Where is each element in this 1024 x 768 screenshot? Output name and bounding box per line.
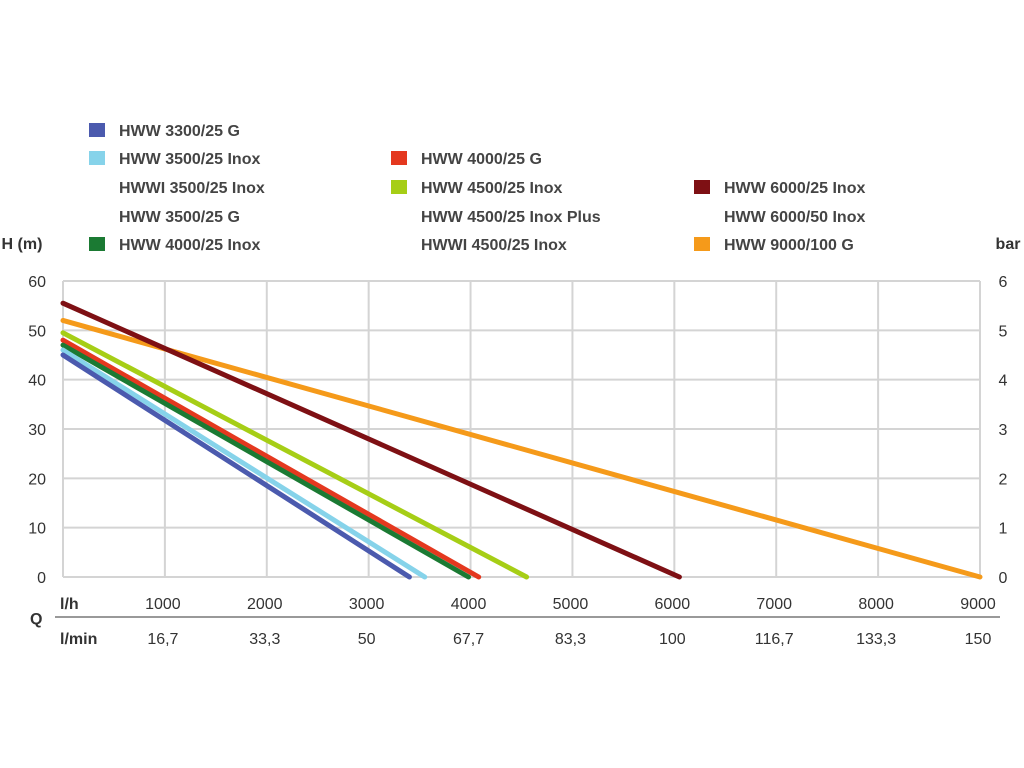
legend-label: HWW 9000/100 G <box>724 237 854 254</box>
legend-label: HWW 3500/25 G <box>119 209 240 226</box>
legend-label: HWW 3300/25 G <box>119 123 240 140</box>
x-unit-label-lmin: l/min <box>60 631 97 648</box>
y-tick-label-right: 2 <box>999 471 1008 488</box>
legend-label: HWWI 4500/25 Inox <box>421 237 567 254</box>
series-layer <box>60 300 983 580</box>
series-line <box>60 337 482 580</box>
y-tick-label-left: 20 <box>28 471 46 488</box>
x-tick-label-lmin: 33,3 <box>249 631 280 648</box>
y-tick-label-right: 4 <box>999 373 1008 390</box>
legend-label: HWW 4500/25 Inox Plus <box>421 209 601 226</box>
x-unit-label-lh: l/h <box>60 596 79 613</box>
y-axis-label-left: H (m) <box>2 236 43 253</box>
legend-label: HWW 4000/25 G <box>421 151 542 168</box>
x-tick-label-lh: 5000 <box>553 596 589 613</box>
y-tick-label-right: 3 <box>999 422 1008 439</box>
x-tick-label-lh: 7000 <box>756 596 792 613</box>
legend-label: HWW 3500/25 Inox <box>119 151 260 168</box>
series-line <box>60 317 983 580</box>
y-tick-label-right: 0 <box>999 570 1008 587</box>
legend-swatch <box>89 123 105 137</box>
x-tick-label-lmin: 16,7 <box>147 631 178 648</box>
legend: HWW 3300/25 G HWW 3500/25 Inox HWWI 3500/2… <box>89 123 865 254</box>
y-axis-label-right: bar <box>996 236 1021 253</box>
x-tick-label-lh: 9000 <box>960 596 996 613</box>
legend-label: HWWI 3500/25 Inox <box>119 180 265 197</box>
x-row-label: Q <box>30 611 42 628</box>
x-tick-label-lh: 3000 <box>349 596 385 613</box>
x-tick-label-lh: 6000 <box>655 596 691 613</box>
x-tick-label-lh: 4000 <box>451 596 487 613</box>
legend-swatch <box>694 237 710 251</box>
series-line <box>60 342 472 580</box>
x-tick-label-lmin: 100 <box>659 631 686 648</box>
legend-swatch <box>694 180 710 194</box>
y-tick-label-left: 30 <box>28 422 46 439</box>
x-tick-label-lh: 2000 <box>247 596 283 613</box>
legend-label: HWW 6000/25 Inox <box>724 180 865 197</box>
series-line <box>60 352 412 580</box>
series-line <box>60 300 682 580</box>
y-tick-label-left: 0 <box>37 570 46 587</box>
legend-swatch <box>89 151 105 165</box>
axes-layer: H (m) bar 0 10 20 30 40 50 60 0 1 2 3 4 5 6 l/h Ql/min 100… <box>2 236 1021 648</box>
y-tick-label-right: 5 <box>999 323 1008 340</box>
y-tick-label-right: 1 <box>999 521 1008 538</box>
legend-swatch <box>89 237 105 251</box>
x-tick-label-lmin: 83,3 <box>555 631 586 648</box>
y-tick-label-left: 60 <box>28 274 46 291</box>
x-tick-label-lmin: 150 <box>965 631 992 648</box>
legend-label: HWW 6000/50 Inox <box>724 209 865 226</box>
x-tick-label-lmin: 116,7 <box>755 631 794 648</box>
y-tick-label-left: 40 <box>28 373 46 390</box>
y-tick-label-left: 10 <box>28 521 46 538</box>
y-tick-label-right: 6 <box>999 274 1008 291</box>
chart-grid <box>62 280 981 578</box>
series-line <box>60 347 428 580</box>
x-tick-label-lh: 1000 <box>145 596 181 613</box>
legend-label: HWW 4500/25 Inox <box>421 180 562 197</box>
x-tick-label-lmin: 67,7 <box>453 631 484 648</box>
legend-label: HWW 4000/25 Inox <box>119 237 260 254</box>
series-line <box>60 330 530 580</box>
legend-swatch <box>391 151 407 165</box>
y-tick-label-left: 50 <box>28 323 46 340</box>
x-tick-label-lh: 8000 <box>858 596 894 613</box>
legend-swatch <box>391 180 407 194</box>
x-tick-label-lmin: 50 <box>358 631 376 648</box>
x-tick-label-lmin: 133,3 <box>856 631 896 648</box>
